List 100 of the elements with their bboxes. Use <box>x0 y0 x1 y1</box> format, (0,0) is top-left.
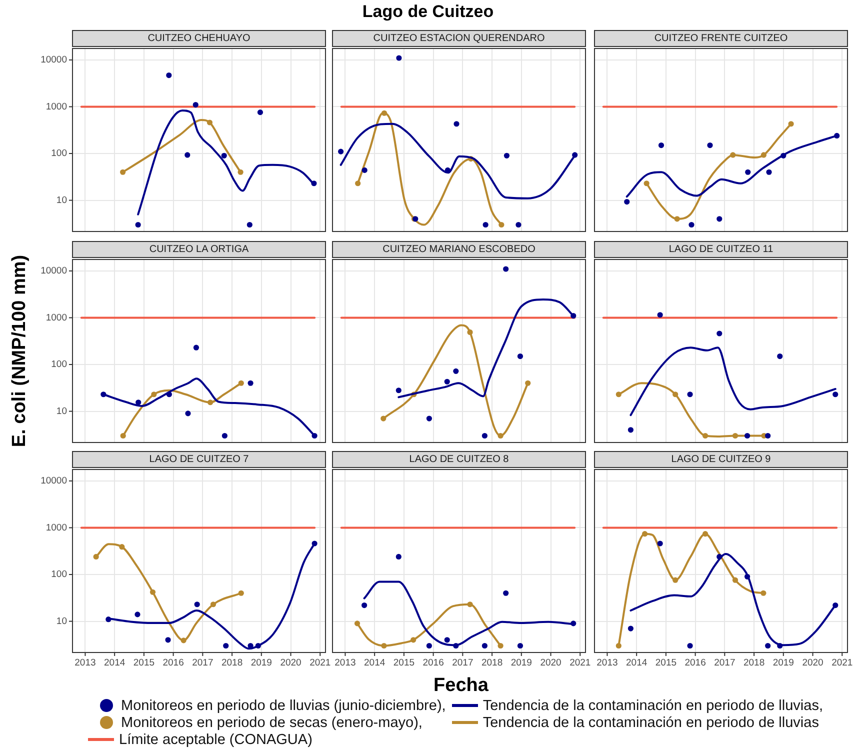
x-tick-label: 2019 <box>250 657 272 668</box>
point <box>744 432 750 439</box>
point <box>832 392 838 398</box>
point <box>362 167 368 173</box>
point <box>765 432 771 439</box>
point <box>134 612 140 618</box>
y-tick-label: 10000 <box>40 266 67 277</box>
point <box>628 626 634 632</box>
x-tick-label: 2014 <box>364 657 386 668</box>
x-axis-title: Fecha <box>432 675 490 697</box>
x-tick-label: 2019 <box>772 657 794 668</box>
point <box>248 380 254 386</box>
point <box>223 642 229 649</box>
point <box>570 312 576 319</box>
legend-label: Tendencia de la contaminación en periodo de lluvias, <box>482 698 823 714</box>
point <box>238 380 244 386</box>
point <box>672 392 678 398</box>
y-tick-label: 10 <box>56 194 67 206</box>
point <box>426 416 432 422</box>
point <box>150 589 156 595</box>
x-tick-label: 2013 <box>334 657 356 668</box>
point <box>716 330 722 336</box>
chart-title: CUITZEO CHEHUAYO <box>72 30 326 47</box>
point <box>517 642 524 649</box>
point <box>765 642 771 649</box>
point <box>732 577 738 583</box>
point <box>628 427 634 433</box>
text: Lago de Cuitzeo <box>361 2 495 22</box>
point <box>760 152 767 158</box>
point <box>208 400 214 406</box>
point <box>238 169 244 175</box>
point <box>702 531 708 537</box>
point <box>504 152 510 158</box>
point <box>744 574 750 580</box>
point <box>396 388 402 394</box>
y-tick-label: 10000 <box>40 54 67 66</box>
y-tick-label: 1000 <box>46 522 67 534</box>
point <box>467 329 473 336</box>
point <box>498 432 504 439</box>
point <box>166 72 172 78</box>
point <box>657 312 663 318</box>
point <box>100 392 106 398</box>
point <box>246 222 252 228</box>
x-tick-label: 2015 <box>133 657 155 668</box>
point <box>136 400 142 406</box>
x-tick-label: 2014 <box>626 657 648 668</box>
point <box>193 344 200 350</box>
point <box>381 110 388 116</box>
y-tick-label: 1000 <box>46 101 67 112</box>
point <box>498 222 504 228</box>
y-tick-label: 10000 <box>40 476 67 487</box>
x-tick-label: 2018 <box>481 657 503 668</box>
x-tick-label: 2017 <box>452 657 474 668</box>
point <box>453 642 459 649</box>
point <box>788 121 794 127</box>
point <box>255 642 261 649</box>
x-tick-label: 2021 <box>570 657 591 668</box>
point <box>730 152 736 158</box>
x-tick-label: 2018 <box>221 657 243 668</box>
legend-label: Tendencia de la contaminación en periodo de lluvias <box>482 714 819 730</box>
chart-title: LAGO DE CUITZEO 8 <box>332 451 586 468</box>
point <box>165 637 171 643</box>
point <box>766 169 772 175</box>
chart-title: CUITZEO ESTACION QUERENDARO <box>332 30 586 47</box>
point <box>106 616 112 622</box>
point <box>311 180 317 186</box>
point <box>185 410 191 416</box>
point <box>192 102 198 108</box>
point <box>444 637 450 643</box>
point <box>119 544 125 550</box>
point <box>120 432 126 439</box>
point <box>482 432 488 439</box>
point <box>355 180 361 186</box>
point <box>760 590 766 596</box>
point <box>498 642 504 649</box>
x-tick-label: 2013 <box>596 657 618 668</box>
point <box>525 380 531 386</box>
legend-label: Monitoreos en periodo de lluvias (junio-diciembre), <box>121 698 446 714</box>
x-tick-label: 2019 <box>510 657 532 668</box>
point <box>707 142 713 148</box>
point <box>396 554 402 560</box>
point <box>210 602 216 608</box>
point <box>362 602 368 608</box>
point <box>426 642 432 649</box>
y-tick-label: 10 <box>56 406 67 417</box>
point <box>516 222 522 228</box>
point <box>93 554 99 560</box>
chart-title: LAGO DE CUITZEO 7 <box>72 451 326 468</box>
x-tick-label: 2013 <box>74 657 96 668</box>
point <box>151 392 157 398</box>
point <box>780 152 786 158</box>
point <box>312 540 318 546</box>
y-tick-label: 10 <box>56 616 67 627</box>
point <box>453 368 459 374</box>
point <box>381 642 387 649</box>
x-tick-label: 2016 <box>422 657 444 668</box>
chart-title: CUITZEO LA ORTIGA <box>72 241 326 258</box>
x-tick-label: 2021 <box>832 657 853 668</box>
point <box>658 142 664 148</box>
point <box>517 353 524 360</box>
